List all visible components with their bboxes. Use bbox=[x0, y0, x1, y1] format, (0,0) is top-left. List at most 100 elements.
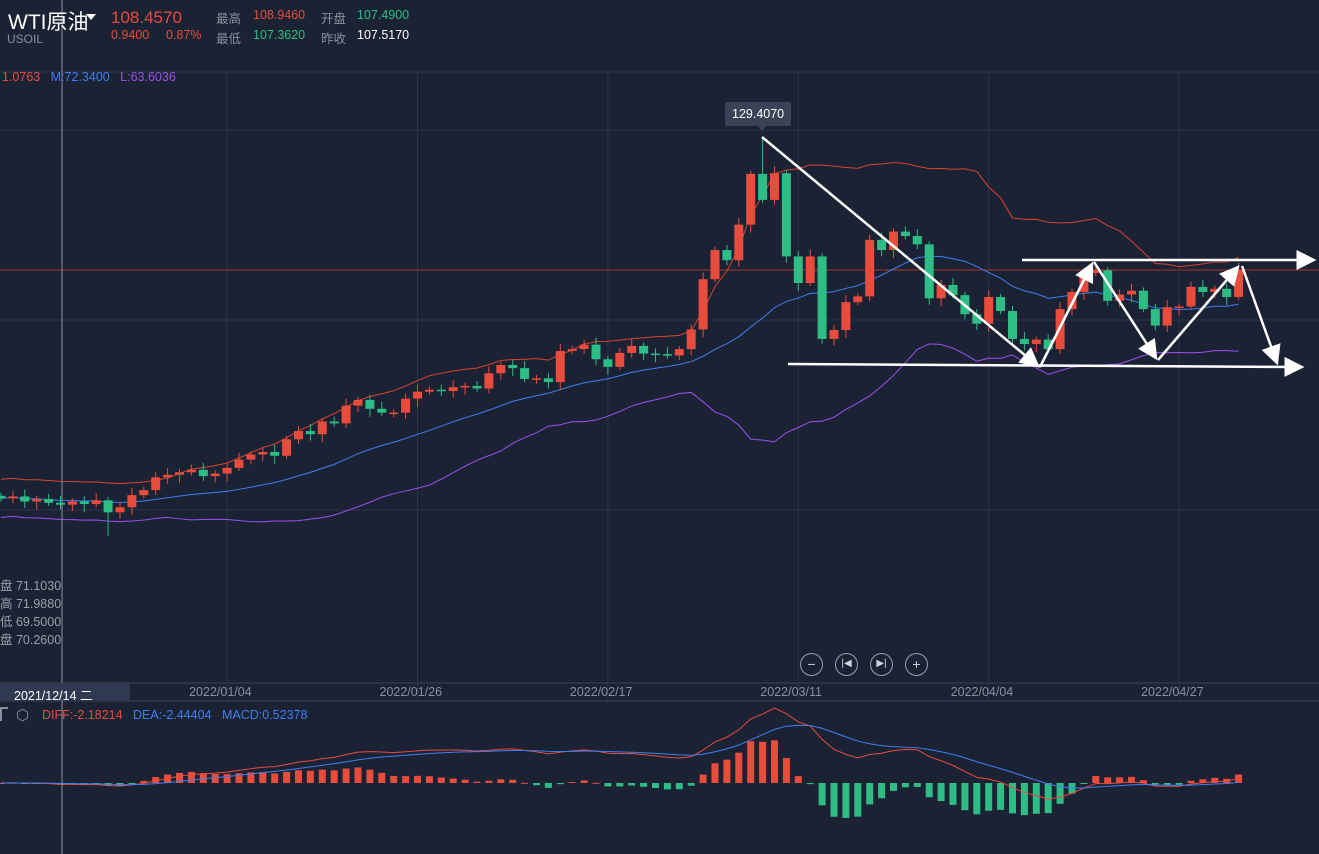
macd-bar bbox=[1151, 783, 1159, 786]
candle-body bbox=[258, 451, 268, 455]
candle-body bbox=[805, 256, 815, 284]
candle-body bbox=[1103, 270, 1113, 301]
boll-upper-line bbox=[0, 162, 1239, 484]
trend-annotations bbox=[761, 136, 1317, 377]
macd-bar bbox=[973, 783, 981, 815]
high-label: 最高 bbox=[216, 12, 242, 26]
x-tick-label: 2022/02/17 bbox=[569, 685, 633, 699]
macd-bar bbox=[402, 776, 410, 783]
candle-body bbox=[401, 398, 411, 413]
candle-body bbox=[294, 431, 303, 440]
macd-bar bbox=[342, 768, 350, 783]
candle-body bbox=[1008, 311, 1017, 339]
candle-body bbox=[508, 364, 518, 369]
macd-bar bbox=[901, 783, 909, 788]
candle-body bbox=[1234, 269, 1244, 298]
diff-line bbox=[0, 707, 1239, 800]
macd-bar bbox=[794, 776, 802, 783]
candle-body bbox=[734, 224, 744, 261]
candle-body bbox=[413, 391, 422, 399]
x-tick-label: 2022/04/27 bbox=[1141, 685, 1204, 699]
macd-bar bbox=[140, 780, 148, 783]
candle-body bbox=[662, 354, 672, 356]
boll-legend: 1.0763 M:72.3400 L:63.6036 bbox=[2, 70, 176, 84]
macd-bar bbox=[711, 763, 719, 783]
boll-mid-line bbox=[0, 255, 1239, 504]
macd-bar bbox=[485, 780, 493, 783]
candle-body bbox=[651, 353, 660, 356]
macd-bar bbox=[199, 773, 207, 783]
macd-bar bbox=[997, 783, 1005, 810]
low-value: 107.3620 bbox=[253, 28, 306, 42]
macd-bar bbox=[747, 741, 755, 783]
candle-body bbox=[8, 496, 18, 499]
macd-bar bbox=[0, 783, 5, 784]
macd-bar bbox=[949, 783, 957, 805]
dropdown-caret-icon[interactable] bbox=[86, 14, 96, 20]
candle-body bbox=[841, 302, 851, 331]
macd-bar bbox=[782, 757, 790, 783]
x-tick-label: 2022/03/11 bbox=[760, 685, 822, 699]
macd-bar bbox=[176, 772, 183, 783]
candle-body bbox=[1019, 338, 1029, 345]
candle-body bbox=[972, 314, 982, 324]
macd-bar bbox=[283, 771, 291, 783]
candle-body bbox=[1091, 270, 1101, 273]
candle-body bbox=[1031, 339, 1041, 345]
macd-bar bbox=[473, 781, 481, 783]
candle-body bbox=[246, 454, 256, 460]
macd-bar bbox=[580, 780, 588, 783]
candle-body bbox=[186, 469, 196, 473]
x-tick-label: 2022/04/04 bbox=[950, 685, 1014, 699]
prev-close-label: 昨收 bbox=[321, 32, 347, 46]
zoom-out-button[interactable]: − bbox=[800, 653, 823, 676]
prev-close-value: 107.5170 bbox=[357, 28, 410, 42]
macd-bar bbox=[211, 774, 219, 783]
candle-body bbox=[1043, 339, 1053, 350]
macd-bar bbox=[295, 770, 302, 783]
annotation-arrow bbox=[1157, 265, 1240, 361]
annotation-arrow bbox=[1038, 261, 1094, 368]
macd-bar bbox=[187, 771, 195, 783]
candle-body bbox=[900, 231, 910, 237]
instrument-symbol: USOIL bbox=[7, 32, 44, 46]
macd-bar bbox=[1128, 776, 1135, 783]
candle-body bbox=[1115, 294, 1125, 301]
candle-body bbox=[472, 385, 482, 389]
candle-body bbox=[424, 389, 434, 392]
scroll-start-button[interactable]: |◀ bbox=[835, 653, 858, 676]
candle-body bbox=[555, 351, 565, 383]
macd-dea: DEA:-2.44404 bbox=[133, 708, 212, 722]
crosshair-date-label: 2021/12/14 二 bbox=[0, 683, 130, 703]
candle-body bbox=[1210, 288, 1220, 292]
macd-bar bbox=[1235, 774, 1243, 783]
candle-body bbox=[520, 368, 530, 379]
candle-body bbox=[56, 502, 65, 505]
scroll-end-button[interactable]: ▶| bbox=[870, 653, 893, 676]
macd-bar bbox=[1044, 783, 1052, 814]
macd-bar bbox=[366, 769, 374, 783]
x-tick-label: 2022/01/04 bbox=[189, 685, 252, 699]
macd-bar bbox=[152, 777, 160, 783]
macd-bar bbox=[259, 772, 267, 783]
candle-body bbox=[1067, 291, 1077, 310]
instrument-title[interactable]: WTI原油 bbox=[8, 11, 89, 34]
collapse-icon[interactable] bbox=[0, 707, 8, 721]
candle-body bbox=[674, 349, 684, 356]
macd-value: MACD:0.52378 bbox=[221, 708, 308, 722]
candle-body bbox=[151, 477, 161, 491]
candle-body bbox=[139, 490, 149, 496]
macd-bar bbox=[1080, 783, 1088, 784]
candle-body bbox=[1174, 306, 1184, 309]
settings-icon[interactable]: ⬡ bbox=[16, 707, 30, 724]
candle-body bbox=[1186, 286, 1196, 307]
candle-body bbox=[591, 344, 601, 360]
price-change-percent: 0.87% bbox=[166, 28, 202, 42]
candle-body bbox=[127, 495, 137, 508]
candle-body bbox=[1222, 288, 1232, 298]
macd-bar bbox=[330, 770, 338, 783]
macd-bar bbox=[1211, 777, 1219, 783]
macd-bar bbox=[1056, 783, 1064, 804]
zoom-in-button[interactable]: + bbox=[905, 653, 928, 676]
